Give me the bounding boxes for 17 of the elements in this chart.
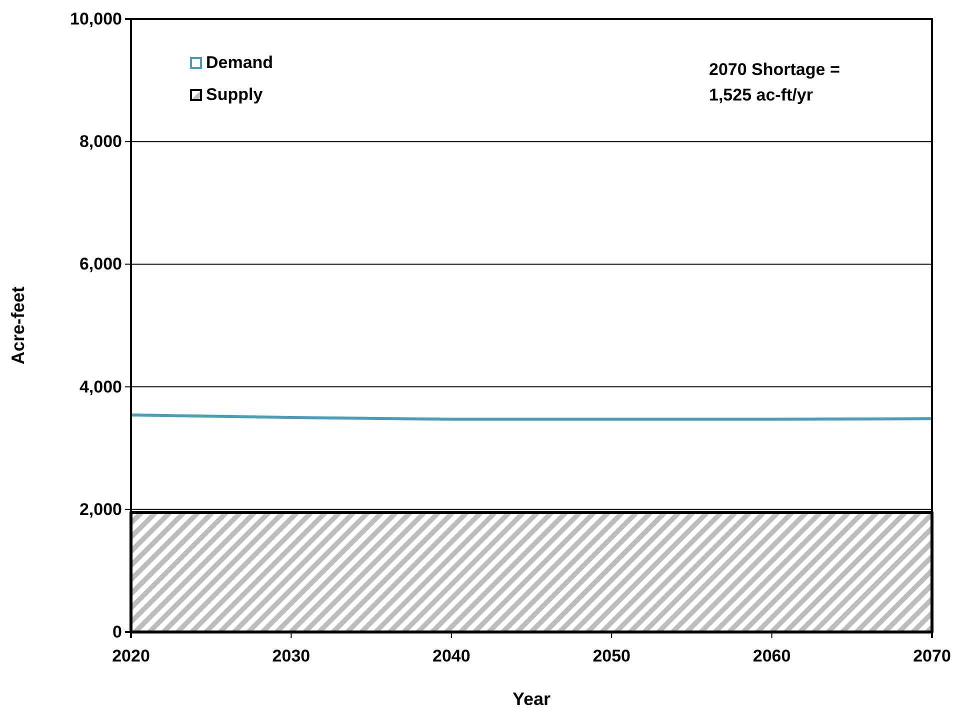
x-tick-label: 2050 — [592, 646, 631, 666]
x-tick-label: 2040 — [432, 646, 470, 666]
y-tick-label: 2,000 — [79, 500, 122, 519]
y-tick-label: 8,000 — [79, 132, 122, 152]
legend-label: Demand — [206, 53, 274, 72]
y-tick-label: 10,000 — [70, 9, 122, 28]
x-axis-title: Year — [512, 689, 551, 709]
y-tick-label: 4,000 — [79, 377, 122, 396]
x-tick-label: 2020 — [112, 646, 150, 666]
y-tick-label: 6,000 — [79, 254, 122, 274]
annotation: 2070 Shortage = 1,525 ac-ft/yr — [709, 60, 840, 104]
y-tick-label: 0 — [112, 622, 122, 642]
x-tick-label: 2070 — [913, 646, 951, 666]
y-axis-title: Acre-feet — [8, 286, 28, 365]
x-tick-label: 2060 — [752, 646, 791, 666]
legend-label: Supply — [206, 85, 264, 104]
x-tick-label: 2030 — [272, 646, 310, 666]
